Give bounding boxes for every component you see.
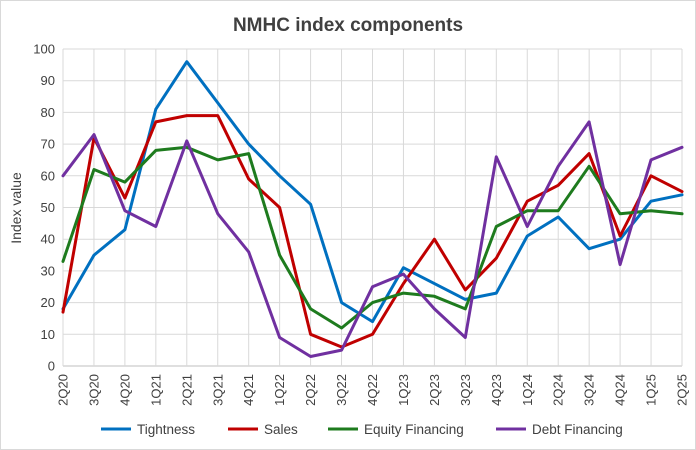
y-tick-label: 40: [41, 232, 55, 247]
y-tick-label: 80: [41, 105, 55, 120]
series-lines: [61, 60, 684, 358]
series-line-sales: [61, 114, 684, 349]
y-tick-label: 70: [41, 137, 55, 152]
legend: Tightness Sales Equity Financing Debt Finan…: [101, 422, 623, 437]
series-line-tightness: [61, 60, 684, 324]
x-tick-label: 1Q21: [148, 374, 163, 406]
x-tick-label: 2Q25: [675, 374, 690, 406]
series-line-equity-financing: [61, 145, 684, 330]
gridlines: [62, 48, 683, 367]
x-tick-label: 4Q23: [489, 374, 504, 406]
x-tick-label: 1Q25: [644, 374, 659, 406]
y-tick-label: 90: [41, 73, 55, 88]
x-tick-label: 2Q22: [303, 374, 318, 406]
x-tick-label: 2Q23: [427, 374, 442, 406]
y-tick-label: 10: [41, 327, 55, 342]
x-tick-label: 1Q22: [272, 374, 287, 406]
x-tick-labels: 2Q20 3Q20 4Q20 1Q21 2Q21 3Q21 4Q21 1Q22 2Q22 3Q22…: [56, 374, 690, 406]
x-tick-label: 2Q20: [56, 374, 71, 406]
x-tick-label: 4Q24: [613, 374, 628, 406]
x-tick-label: 3Q24: [582, 374, 597, 406]
chart-title: NMHC index components: [233, 15, 463, 36]
x-tick-label: 3Q20: [86, 374, 101, 406]
legend-label: Tightness: [137, 422, 195, 437]
legend-label: Debt Financing: [532, 422, 623, 437]
x-tick-label: 3Q22: [334, 374, 349, 406]
legend-label: Equity Financing: [364, 422, 464, 437]
legend-label: Sales: [264, 422, 298, 437]
y-tick-labels: 0 10 20 30 40 50 60 70 80 90 100: [33, 42, 55, 374]
y-tick-label: 0: [48, 359, 55, 374]
y-tick-label: 20: [41, 295, 55, 310]
y-tick-label: 100: [33, 42, 55, 57]
x-tick-label: 2Q21: [179, 374, 194, 406]
y-tick-label: 60: [41, 168, 55, 183]
series-line-debt-financing: [61, 120, 684, 358]
y-tick-label: 50: [41, 200, 55, 215]
x-tick-label: 1Q23: [396, 374, 411, 406]
x-tick-label: 3Q23: [458, 374, 473, 406]
y-tick-label: 30: [41, 263, 55, 278]
y-axis-title: Index value: [8, 172, 24, 244]
x-tick-label: 1Q24: [520, 374, 535, 406]
x-tick-label: 4Q22: [365, 374, 380, 406]
x-tick-label: 4Q21: [241, 374, 256, 406]
x-tick-label: 2Q24: [551, 374, 566, 406]
x-tick-label: 4Q20: [117, 374, 132, 406]
x-tick-label: 3Q21: [210, 374, 225, 406]
